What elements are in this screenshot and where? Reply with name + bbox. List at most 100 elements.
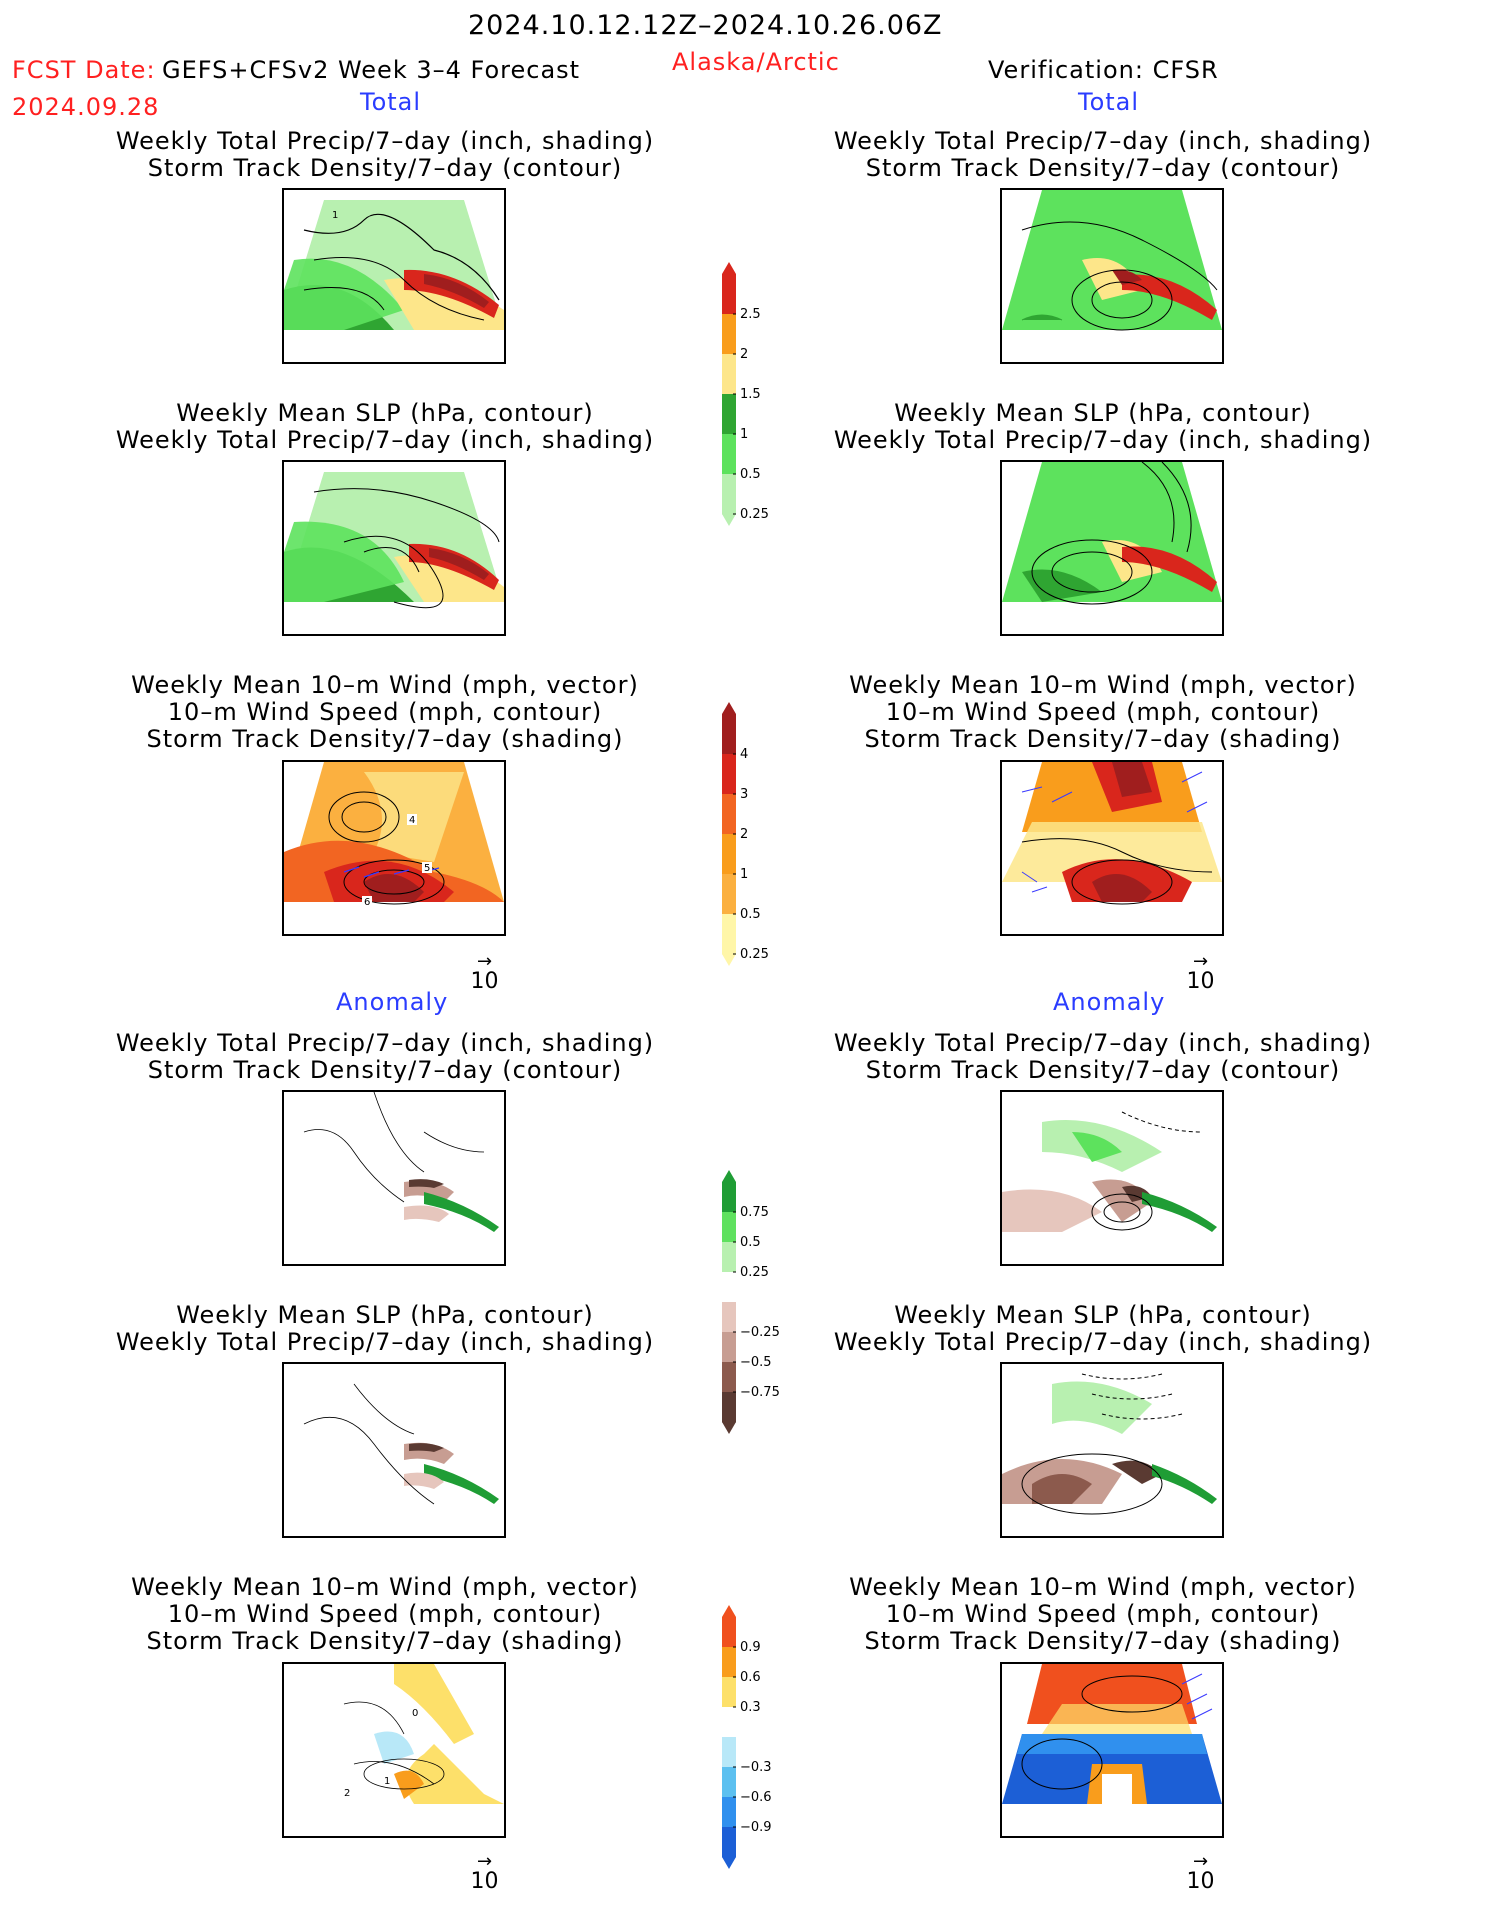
map-verif-slp-precip-total — [1000, 460, 1224, 636]
vector-reference-verif-anomaly: → 10 — [1178, 1851, 1223, 1895]
panel-title-wind-track-verif: Weekly Mean 10–m Wind (mph, vector) 10–m … — [849, 671, 1357, 753]
colorbar-segment — [722, 1212, 736, 1243]
colorbar-tick-label: 0.5 — [740, 1235, 761, 1250]
map-fcst-wind-track-anomaly: 0 1 2 — [282, 1662, 506, 1838]
map-fcst-slp-precip-total — [282, 460, 506, 636]
contour-label: 0 — [412, 1708, 418, 1719]
colorbar-tick-label: 0.25 — [740, 947, 769, 962]
colorbar-track-total: 4 3 2 1 0.5 0.25 — [722, 702, 769, 966]
colorbar-segment — [722, 874, 736, 915]
colorbar-tick-label: −0.3 — [740, 1760, 772, 1775]
colorbar-precip-total: 2.5 2 1.5 1 0.5 0.25 — [722, 262, 769, 526]
colorbar-segment — [722, 434, 736, 475]
section-total-right: Total — [1078, 88, 1140, 116]
colorbar-bottom-arrow — [722, 954, 736, 966]
contour-label: 5 — [424, 863, 430, 874]
fcst-date: 2024.09.28 — [12, 93, 160, 121]
colorbar-segment — [722, 354, 736, 395]
model-label: GEFS+CFSv2 Week 3–4 Forecast — [162, 56, 581, 84]
vector-reference-fcst-anomaly: → 10 — [462, 1851, 507, 1895]
panel-title-wind-track-verif-anom: Weekly Mean 10–m Wind (mph, vector) 10–m … — [849, 1573, 1357, 1655]
contour-label: 1 — [384, 1776, 390, 1787]
colorbar-top-arrow — [722, 262, 736, 274]
colorbar-tick-label: 0.6 — [740, 1670, 761, 1685]
panel-title-precip-track-verif: Weekly Total Precip/7–day (inch, shading… — [833, 127, 1373, 182]
vector-reference-fcst-total: → 10 — [462, 951, 507, 995]
contour-label: 1 — [332, 210, 338, 221]
colorbar-tick-label: 2 — [740, 827, 748, 842]
colorbar-bottom-arrow — [722, 1857, 736, 1869]
colorbar-tick-label: 1 — [740, 427, 748, 442]
panel-title-precip-track-verif-anom: Weekly Total Precip/7–day (inch, shading… — [833, 1029, 1373, 1084]
colorbar-segment — [722, 1647, 736, 1678]
arrow-right-icon: → — [1192, 951, 1209, 972]
map-fcst-wind-track-total: 4 5 6 — [282, 760, 506, 936]
map-fcst-slp-precip-anomaly — [282, 1362, 506, 1538]
colorbar-precip-anomaly: 0.75 0.5 0.25 −0.25 −0.5 −0.75 — [722, 1170, 780, 1434]
colorbar-tick-label: 0.25 — [740, 507, 769, 522]
colorbar-segment — [722, 914, 736, 955]
period-title: 2024.10.12.12Z–2024.10.26.06Z — [468, 10, 943, 41]
colorbar-tick-label: 1 — [740, 867, 748, 882]
colorbar-top-arrow — [722, 702, 736, 714]
panel-title-wind-track: Weekly Mean 10–m Wind (mph, vector) 10–m … — [131, 671, 639, 753]
colorbar-tick-label: 0.75 — [740, 1205, 769, 1220]
panel-title-slp-precip-verif-anom: Weekly Mean SLP (hPa, contour) Weekly Tot… — [833, 1301, 1373, 1356]
section-anomaly-left: Anomaly — [336, 988, 449, 1016]
colorbar-segment — [722, 1737, 736, 1768]
colorbar-segment — [722, 1767, 736, 1798]
colorbar-track-anomaly: 0.9 0.6 0.3 −0.3 −0.6 −0.9 — [722, 1605, 772, 1869]
colorbar-segment — [722, 1182, 736, 1213]
panel-title-wind-track-anom: Weekly Mean 10–m Wind (mph, vector) 10–m … — [131, 1573, 639, 1655]
colorbar-tick-label: 2.5 — [740, 307, 761, 322]
verification-label: Verification: CFSR — [988, 56, 1219, 84]
colorbar-tick-label: 3 — [740, 787, 748, 802]
panel-title-precip-track-anom: Weekly Total Precip/7–day (inch, shading… — [115, 1029, 655, 1084]
colorbar-segment — [722, 1677, 736, 1708]
colorbar-segment — [722, 1797, 736, 1828]
panel-title-slp-precip-anom: Weekly Mean SLP (hPa, contour) Weekly Tot… — [115, 1301, 655, 1356]
colorbar-tick-label: −0.5 — [740, 1355, 772, 1370]
colorbar-tick-label: 0.9 — [740, 1640, 761, 1655]
map-verif-slp-precip-anomaly — [1000, 1362, 1224, 1538]
colorbar-tick-label: −0.9 — [740, 1820, 772, 1835]
colorbar-tick-label: 0.25 — [740, 1265, 769, 1280]
map-verif-precip-track-anomaly — [1000, 1090, 1224, 1266]
colorbar-tick-label: −0.25 — [740, 1325, 780, 1340]
fcst-date-label: FCST Date: — [12, 56, 156, 84]
arrow-right-icon: → — [1192, 1851, 1209, 1872]
colorbar-tick-label: −0.6 — [740, 1790, 772, 1805]
contour-label: 2 — [344, 1788, 350, 1799]
colorbar-segment — [722, 314, 736, 355]
colorbar-segment — [722, 1332, 736, 1363]
panel-title-precip-track: Weekly Total Precip/7–day (inch, shading… — [115, 127, 655, 182]
section-total-left: Total — [360, 88, 422, 116]
contour-label: 6 — [364, 897, 370, 908]
colorbar-segment — [722, 1242, 736, 1273]
arrow-right-icon: → — [476, 1851, 493, 1872]
contour-label: 4 — [409, 815, 415, 826]
vector-reference-verif-total: → 10 — [1178, 951, 1223, 995]
colorbar-tick-label: 2 — [740, 347, 748, 362]
colorbar-segment — [722, 1392, 736, 1423]
colorbar-segment — [722, 1707, 736, 1738]
arrow-right-icon: → — [476, 951, 493, 972]
colorbar-tick-label: 4 — [740, 747, 748, 762]
colorbar-segment — [722, 1827, 736, 1858]
colorbar-segment — [722, 394, 736, 435]
colorbar-segment — [722, 714, 736, 755]
colorbar-tick-label: 0.5 — [740, 907, 761, 922]
colorbar-top-arrow — [722, 1170, 736, 1182]
map-fcst-precip-track-anomaly — [282, 1090, 506, 1266]
map-verif-wind-track-total — [1000, 760, 1224, 936]
colorbar-tick-label: 1.5 — [740, 387, 761, 402]
map-verif-wind-track-anomaly — [1000, 1662, 1224, 1838]
colorbar-segment — [722, 274, 736, 315]
section-anomaly-right: Anomaly — [1053, 988, 1166, 1016]
colorbar-segment — [722, 754, 736, 795]
colorbar-bottom-arrow — [722, 1422, 736, 1434]
colorbar-tick-label: 0.3 — [740, 1700, 761, 1715]
region-label: Alaska/Arctic — [672, 48, 840, 76]
colorbar-bottom-arrow — [722, 514, 736, 526]
colorbar-top-arrow — [722, 1605, 736, 1617]
